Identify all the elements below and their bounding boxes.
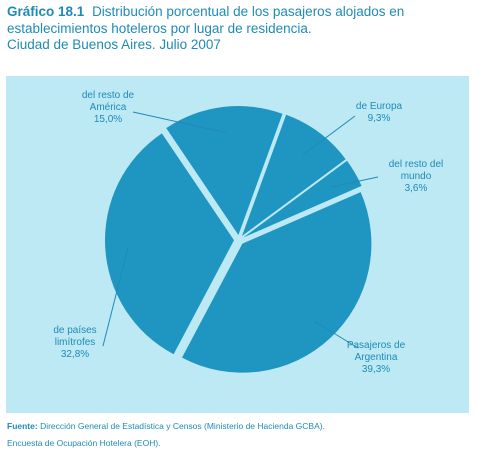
slice-category-label: Pasajeros de bbox=[347, 340, 406, 351]
source-note: Fuente: Dirección General de Estadística… bbox=[7, 418, 477, 452]
title-text-1: Distribución porcentual de los pasajeros… bbox=[92, 4, 405, 19]
title-line-3: Ciudad de Buenos Aires. Julio 2007 bbox=[7, 37, 221, 52]
slice-category-label: limítrofes bbox=[55, 337, 96, 348]
leader-line bbox=[301, 115, 356, 156]
pie-slice bbox=[105, 133, 235, 355]
title-line-2: establecimientos hoteleros por lugar de … bbox=[7, 20, 312, 36]
source-label: Fuente: bbox=[7, 421, 38, 431]
slice-value-label: 39,3% bbox=[362, 364, 390, 375]
source-line-1: Fuente: Dirección General de Estadística… bbox=[7, 418, 477, 435]
source-text: Dirección General de Estadística y Censo… bbox=[40, 421, 325, 431]
pie-slice bbox=[241, 114, 346, 236]
slice-value-label: 9,3% bbox=[368, 113, 391, 124]
chart-panel: de Europa 9,3% del resto del mundo 3,6% Pasaj… bbox=[6, 76, 469, 413]
leader-line bbox=[132, 111, 226, 134]
source-line-2: Encuesta de Ocupación Hotelera (EOH). bbox=[7, 438, 161, 448]
slice-category-label: del resto de bbox=[82, 90, 135, 101]
title-line-1: Gráfico 18.1 Distribución porcentual de … bbox=[7, 4, 477, 21]
slice-category-label: América bbox=[90, 102, 127, 113]
chart-title: Gráfico 18.1 Distribución porcentual de … bbox=[7, 4, 477, 54]
slice-value-label: 3,6% bbox=[405, 183, 428, 194]
slice-category-label: Argentina bbox=[355, 352, 398, 363]
leader-line bbox=[314, 320, 359, 349]
pie-slice bbox=[243, 160, 362, 238]
slice-category-label: del resto del bbox=[389, 159, 443, 170]
pie-slice bbox=[166, 106, 283, 236]
slice-category-label: mundo bbox=[401, 171, 432, 182]
figure-number: Gráfico 18.1 bbox=[7, 4, 85, 19]
slice-category-label: de Europa bbox=[356, 101, 403, 112]
leader-line bbox=[330, 176, 379, 188]
slice-value-label: 32,8% bbox=[61, 349, 89, 360]
slice-category-label: de países bbox=[53, 325, 96, 336]
leader-line bbox=[102, 245, 129, 347]
slice-value-label: 15,0% bbox=[94, 114, 122, 125]
